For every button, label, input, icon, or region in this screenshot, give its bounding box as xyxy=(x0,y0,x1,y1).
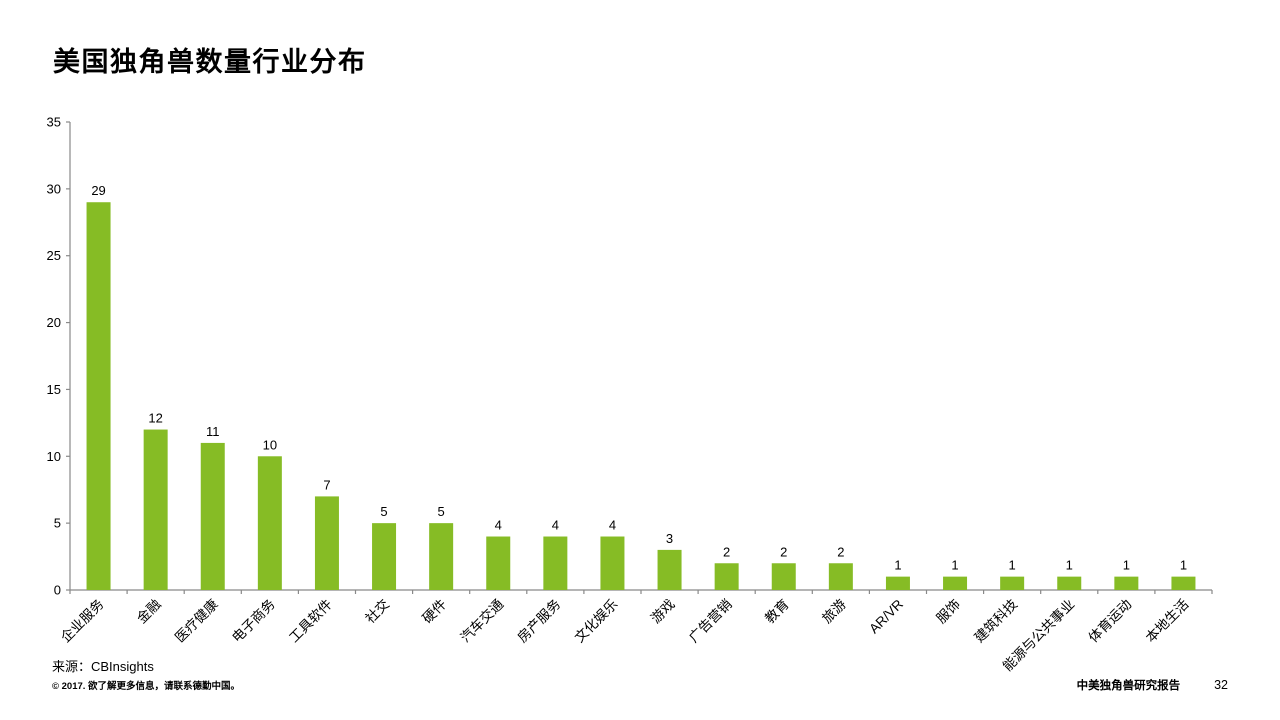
x-axis-category-label: 电子商务 xyxy=(229,597,278,646)
bar-value-label: 1 xyxy=(894,558,901,573)
x-axis-category-label: 社交 xyxy=(362,596,392,626)
x-axis-category-label: 企业服务 xyxy=(57,596,106,645)
bar-value-label: 4 xyxy=(609,518,616,533)
bar xyxy=(657,549,682,590)
bar-value-label: 1 xyxy=(1066,558,1073,573)
x-axis-category-label: 文化娱乐 xyxy=(572,597,621,646)
bar-value-label: 5 xyxy=(380,504,387,519)
x-axis-category-label: AR/VR xyxy=(866,596,906,636)
y-axis-tick-label: 30 xyxy=(47,181,61,196)
bar-value-label: 29 xyxy=(91,183,105,198)
bar xyxy=(314,496,339,590)
bar xyxy=(943,576,968,590)
y-axis-tick-label: 15 xyxy=(47,382,61,397)
y-axis-tick-label: 20 xyxy=(47,315,61,330)
bar xyxy=(771,563,796,590)
bar-value-label: 1 xyxy=(1180,558,1187,573)
x-axis-category-label: 硬件 xyxy=(420,597,450,627)
page-number: 32 xyxy=(1214,678,1228,692)
bar xyxy=(714,563,739,590)
bar-value-label: 12 xyxy=(148,411,162,426)
bar xyxy=(1057,576,1082,590)
x-axis-category-label: 金融 xyxy=(134,596,164,626)
bar xyxy=(86,202,111,590)
bar-value-label: 7 xyxy=(323,477,330,492)
bar xyxy=(1171,576,1196,590)
bar-value-label: 3 xyxy=(666,531,673,546)
bar xyxy=(257,456,282,590)
bar xyxy=(828,563,853,590)
bar-value-label: 1 xyxy=(1009,558,1016,573)
bar-value-label: 2 xyxy=(837,544,844,559)
copyright-note: © 2017. 欲了解更多信息，请联系德勤中国。 xyxy=(52,681,241,692)
x-axis-category-label: 工具软件 xyxy=(286,597,335,646)
x-axis-category-label: 本地生活 xyxy=(1143,597,1192,646)
x-axis-category-label: 体育运动 xyxy=(1086,597,1135,646)
x-axis-category-label: 服饰 xyxy=(933,597,963,627)
x-axis-category-label: 医疗健康 xyxy=(171,595,221,645)
bar xyxy=(143,429,168,590)
bar xyxy=(486,536,511,590)
bar-value-label: 2 xyxy=(723,544,730,559)
report-footer: 中美独角兽研究报告 32 xyxy=(1077,677,1228,693)
report-title: 中美独角兽研究报告 xyxy=(1076,680,1181,692)
bar-value-label: 1 xyxy=(1123,558,1130,573)
y-axis-tick-label: 25 xyxy=(47,248,61,263)
bar-value-label: 2 xyxy=(780,544,787,559)
bar-value-label: 1 xyxy=(951,558,958,573)
page-title: 美国独角兽数量行业分布 xyxy=(53,47,367,77)
bar xyxy=(1114,576,1139,590)
bar xyxy=(543,536,568,590)
y-axis-tick-label: 35 xyxy=(47,115,61,130)
x-axis-category-label: 汽车交通 xyxy=(457,595,507,645)
bar xyxy=(1000,576,1025,590)
bar xyxy=(600,536,625,590)
x-axis-category-label: 房产服务 xyxy=(515,597,564,646)
source-note: 来源：CBInsights xyxy=(52,659,154,674)
x-axis-category-label: 旅游 xyxy=(819,597,849,627)
x-axis-category-label: 广告营销 xyxy=(686,597,735,646)
bar-value-label: 4 xyxy=(495,518,502,533)
bar xyxy=(200,442,225,590)
x-axis-category-label: 教育 xyxy=(762,597,792,627)
y-axis-tick-label: 5 xyxy=(54,516,61,531)
bar xyxy=(885,576,910,590)
bar xyxy=(372,523,397,590)
bar-value-label: 11 xyxy=(206,424,220,439)
bar-value-label: 5 xyxy=(438,504,445,519)
x-axis-category-label: 建筑科技 xyxy=(971,596,1020,645)
x-axis-category-label: 游戏 xyxy=(648,597,678,627)
bar-value-label: 10 xyxy=(263,437,277,452)
y-axis-tick-label: 0 xyxy=(54,583,61,598)
bar xyxy=(429,523,454,590)
bar-value-label: 4 xyxy=(552,518,559,533)
y-axis-tick-label: 10 xyxy=(47,449,61,464)
